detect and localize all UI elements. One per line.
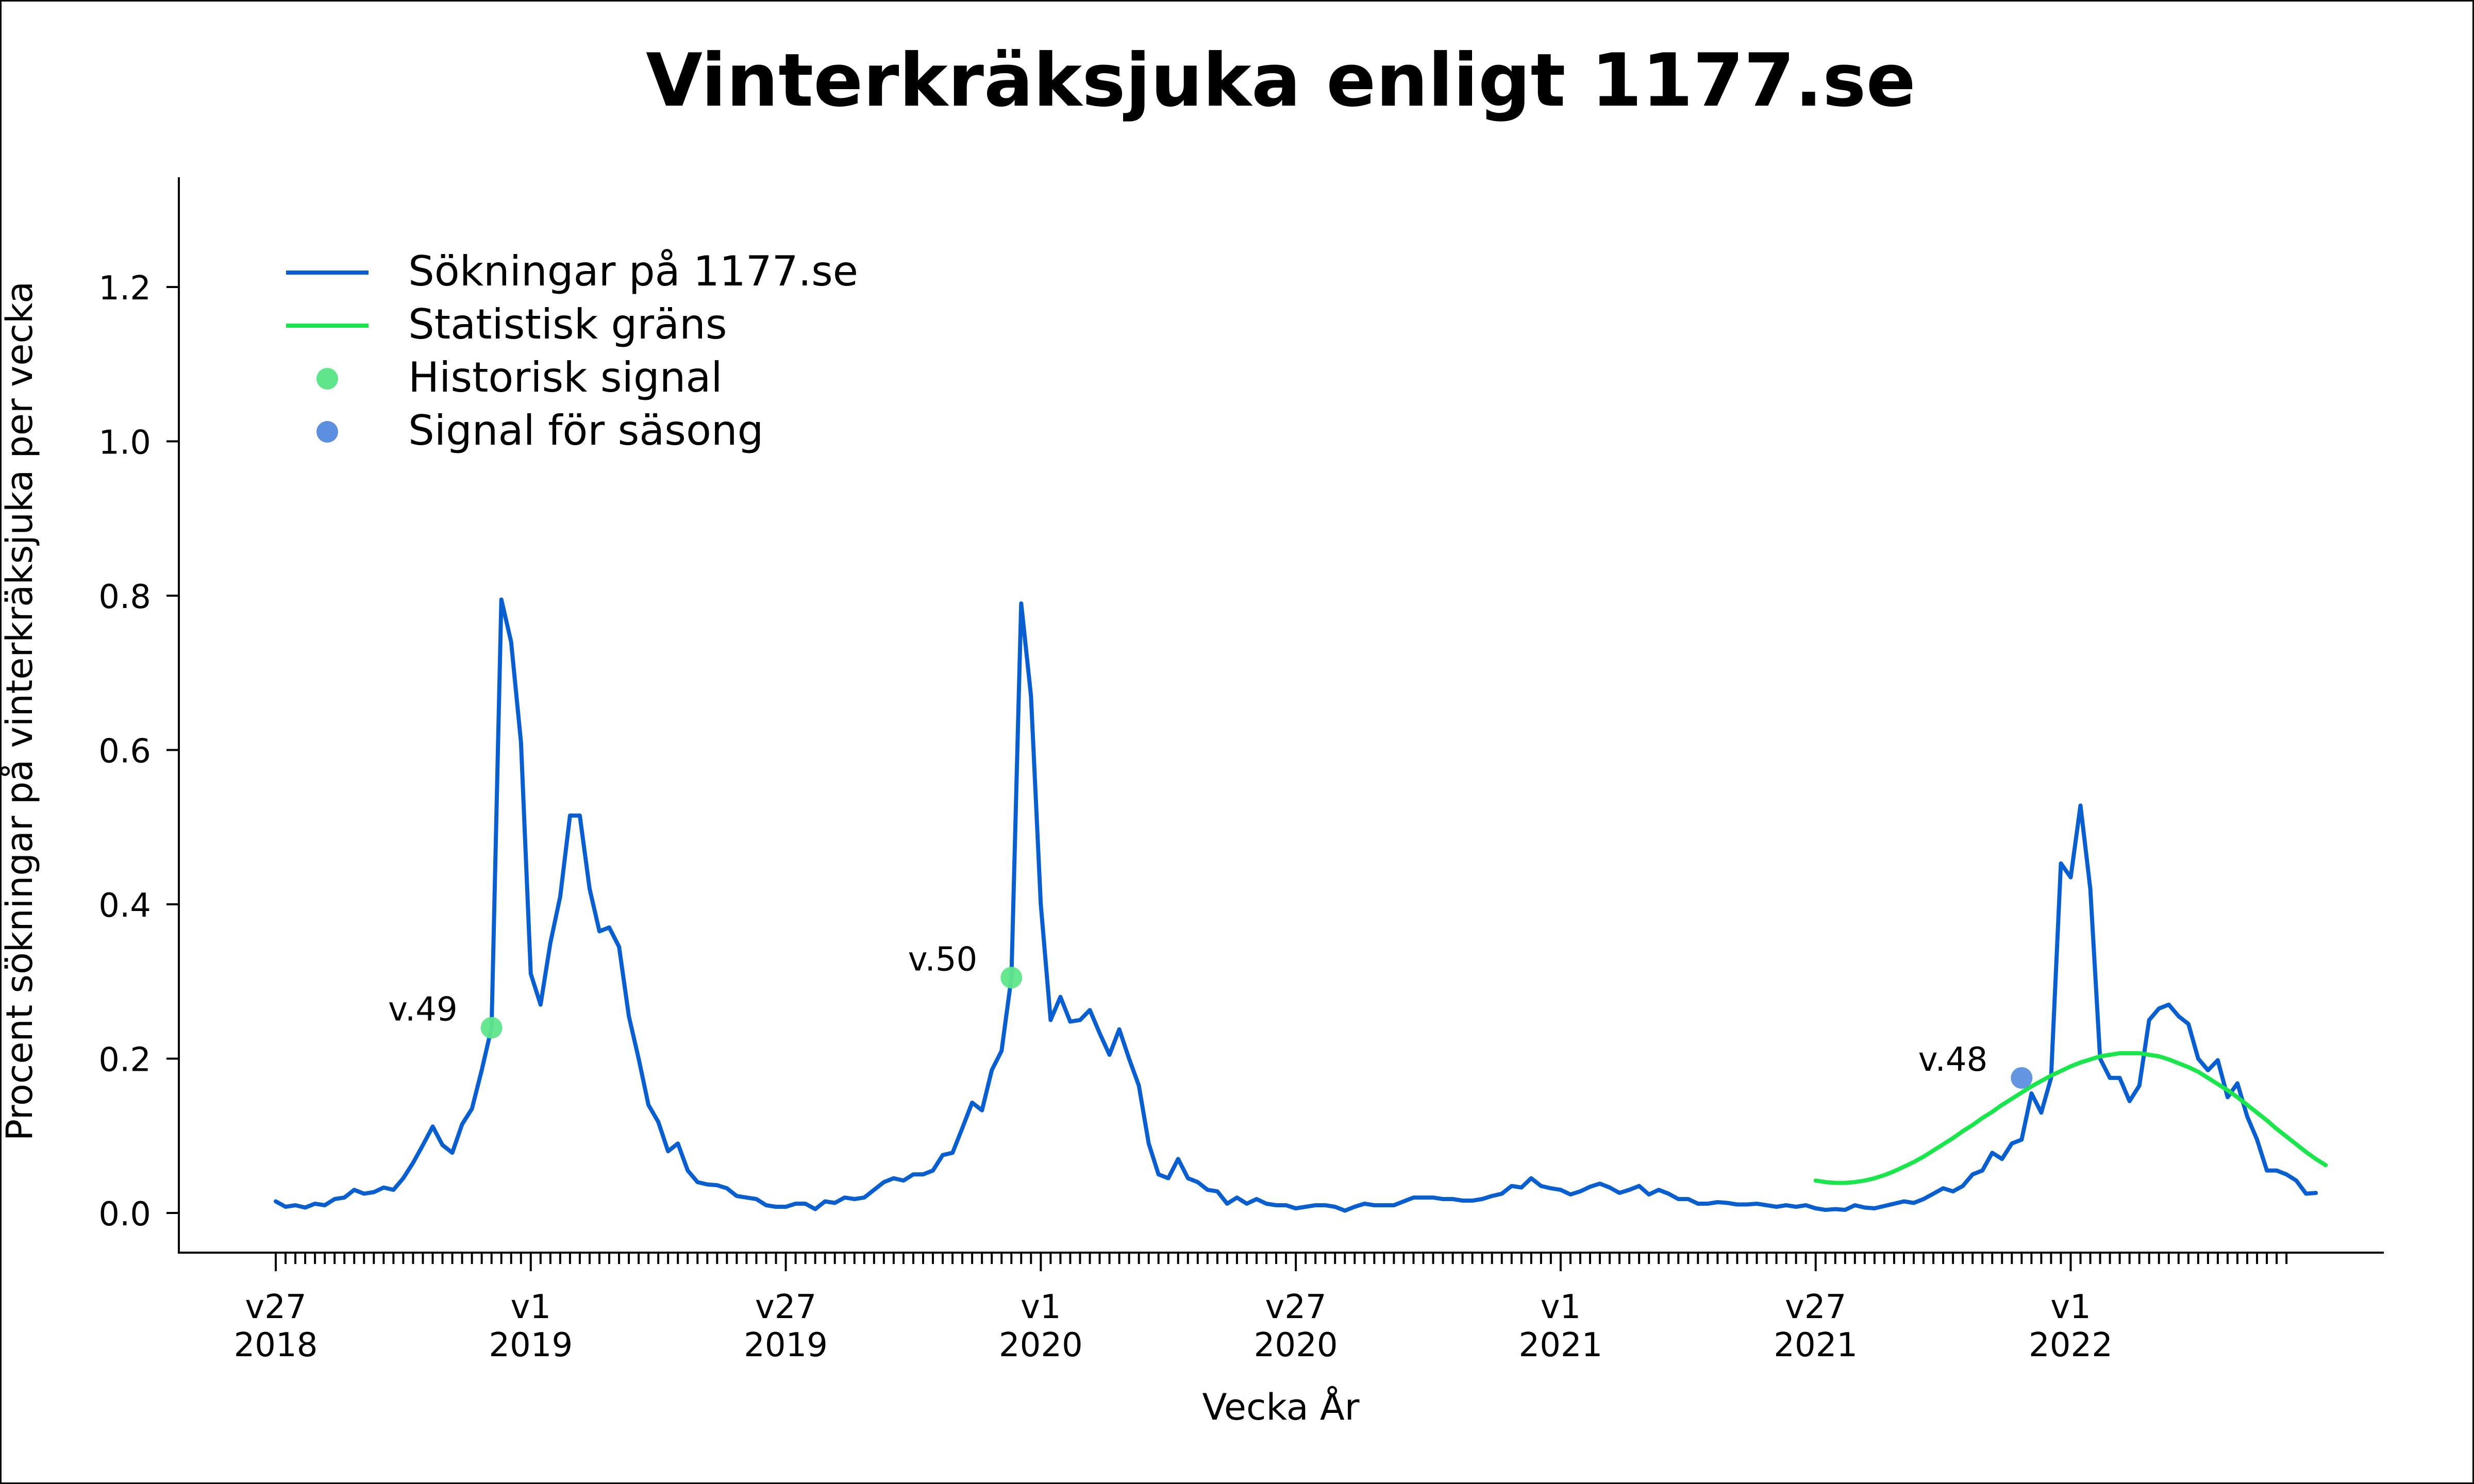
- signal-label: v.49: [388, 991, 458, 1029]
- signal-marker: [2011, 1067, 2033, 1089]
- x-tick-year-label: 2021: [1774, 1326, 1858, 1364]
- x-tick-week-label: v1: [510, 1288, 551, 1326]
- x-tick-week-label: v27: [1265, 1288, 1326, 1326]
- legend-label: Historisk signal: [408, 353, 723, 401]
- series-layer: [274, 597, 2328, 1213]
- x-ticks: v272018v12019v272019v12020v272020v12021v…: [234, 1253, 2113, 1364]
- signal-label: v.48: [1918, 1041, 1988, 1079]
- x-tick-week-label: v27: [755, 1288, 816, 1326]
- y-tick-label: 0.0: [98, 1195, 151, 1234]
- chart-title: Vinterkräksjuka enligt 1177.se: [646, 38, 1916, 123]
- y-tick-label: 0.2: [98, 1041, 151, 1080]
- x-minor-ticks: [285, 1253, 2288, 1264]
- y-tick-label: 1.2: [98, 269, 151, 308]
- signal-marker: [480, 1017, 503, 1039]
- signal-marker: [1000, 967, 1023, 989]
- y-tick-label: 1.0: [98, 424, 151, 462]
- y-tick-label: 0.8: [98, 578, 151, 616]
- x-tick-year-label: 2019: [744, 1326, 828, 1364]
- y-ticks: 0.0 0.2 0.4 0.6 0.8 1.0 1.2: [98, 269, 179, 1234]
- sokningar-line: [274, 597, 2318, 1213]
- legend-swatch-marker: [316, 368, 338, 390]
- signal-layer: v.49 v.50 v.48: [388, 940, 2033, 1089]
- x-tick-year-label: 2018: [234, 1326, 318, 1364]
- statistisk-grans-line: [1813, 1051, 2328, 1185]
- x-tick-year-label: 2022: [2029, 1326, 2113, 1364]
- x-tick-week-label: v27: [1785, 1288, 1846, 1326]
- legend-label: Statistisk gräns: [408, 300, 727, 348]
- x-tick-year-label: 2021: [1518, 1326, 1602, 1364]
- x-tick-week-label: v1: [1541, 1288, 1581, 1326]
- legend-label: Signal för säsong: [408, 407, 763, 454]
- x-tick-week-label: v1: [2050, 1288, 2091, 1326]
- x-tick-year-label: 2019: [489, 1326, 573, 1364]
- legend: Sökningar på 1177.se Statistisk gräns Hist…: [286, 247, 858, 454]
- x-tick-year-label: 2020: [999, 1326, 1083, 1364]
- x-tick-year-label: 2020: [1254, 1326, 1338, 1364]
- signal-label: v.50: [908, 940, 978, 979]
- x-tick-week-label: v27: [245, 1288, 306, 1326]
- legend-swatch-marker: [316, 421, 338, 443]
- y-tick-label: 0.4: [98, 887, 151, 925]
- y-tick-label: 0.6: [98, 733, 151, 771]
- x-axis-label: Vecka År: [1202, 1386, 1359, 1428]
- legend-label: Sökningar på 1177.se: [408, 247, 858, 295]
- y-axis-label: Procent sökningar på vinterkräksjuka per…: [0, 281, 41, 1141]
- x-tick-week-label: v1: [1021, 1288, 1061, 1326]
